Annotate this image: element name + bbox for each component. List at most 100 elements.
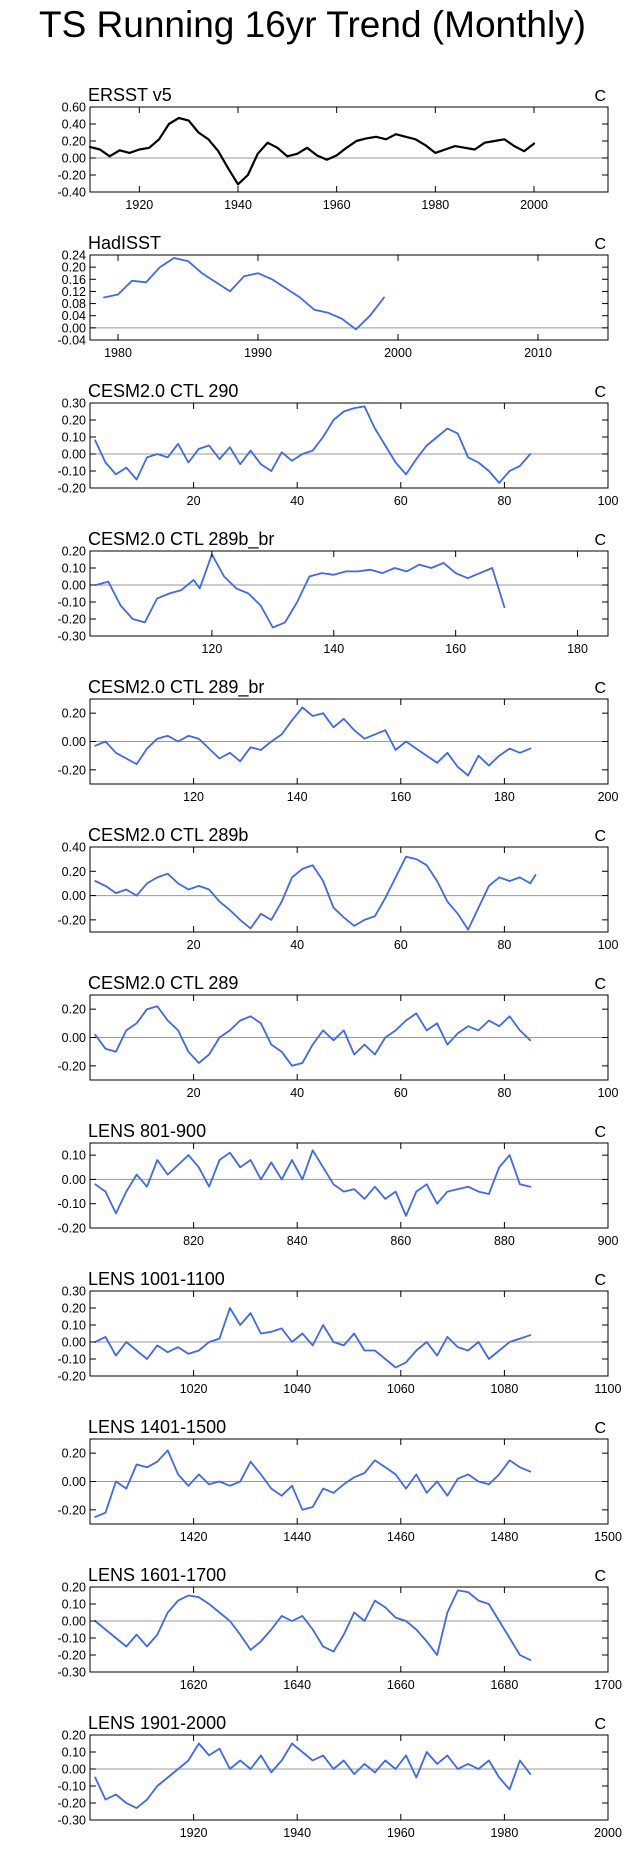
- unit-label: C: [594, 1124, 606, 1141]
- x-tick-label: 140: [287, 790, 308, 804]
- y-tick-label: 0.20: [62, 1447, 86, 1461]
- x-tick-label: 1920: [180, 1826, 208, 1840]
- data-series-line: [94, 1589, 532, 1661]
- x-tick-label: 1680: [490, 1678, 518, 1692]
- x-tick-label: 180: [567, 642, 588, 656]
- panel-title: CESM2.0 CTL 289b_br: [88, 529, 274, 550]
- unit-label: C: [594, 680, 606, 697]
- x-tick-label: 120: [201, 642, 222, 656]
- data-series-line: [94, 1449, 532, 1518]
- y-tick-label: -0.30: [58, 630, 87, 644]
- plot-frame: [89, 1734, 609, 1821]
- plot-frame: [89, 550, 609, 637]
- x-tick-label: 1080: [490, 1382, 518, 1396]
- x-tick-label: 840: [287, 1234, 308, 1248]
- x-tick-label: 2000: [594, 1826, 622, 1840]
- x-tick-label: 1660: [387, 1678, 415, 1692]
- page-title: TS Running 16yr Trend (Monthly): [38, 4, 586, 45]
- unit-label: C: [594, 1272, 606, 1289]
- y-tick-label: 0.00: [62, 1336, 86, 1350]
- x-tick-label: 140: [323, 642, 344, 656]
- x-tick-label: 60: [394, 494, 408, 508]
- chart-panel: LENS 1601-1700 C -0.30 -0.20 -0.10 0.00 0.10 0.…: [58, 1565, 622, 1692]
- panel-title: HadISST: [88, 233, 161, 253]
- x-tick-label: 60: [394, 938, 408, 952]
- panel-title: LENS 1601-1700: [88, 1565, 226, 1585]
- unit-label: C: [594, 532, 606, 549]
- x-tick-label: 80: [497, 1086, 511, 1100]
- y-tick-label: 0.16: [62, 273, 86, 287]
- y-tick-label: 0.00: [62, 1173, 86, 1187]
- x-tick-label: 2000: [384, 346, 412, 360]
- unit-label: C: [594, 88, 606, 105]
- y-tick-label: -0.04: [58, 334, 87, 348]
- x-tick-label: 1980: [104, 346, 132, 360]
- x-tick-label: 880: [494, 1234, 515, 1248]
- x-tick-label: 160: [445, 642, 466, 656]
- chart-panel: CESM2.0 CTL 289b_br C -0.30 -0.20 -0.10 0.00 0…: [58, 529, 609, 656]
- x-tick-label: 1060: [387, 1382, 415, 1396]
- y-tick-label: -0.20: [58, 482, 87, 496]
- panel-title: LENS 1401-1500: [88, 1417, 226, 1437]
- y-tick-label: 0.10: [62, 1149, 86, 1163]
- chart-panel: CESM2.0 CTL 289 C -0.20 0.00 0.20 20 40 60 80 100: [58, 973, 619, 1100]
- y-tick-label: -0.30: [58, 1814, 87, 1828]
- y-tick-label: -0.20: [58, 913, 87, 927]
- y-tick-label: 0.10: [62, 1319, 86, 1333]
- y-tick-label: 0.60: [62, 101, 86, 115]
- y-tick-label: 0.10: [62, 1598, 86, 1612]
- chart-panel: HadISST C -0.040.000.040.080.120.160.200.2…: [58, 233, 609, 360]
- data-series-line: [95, 553, 506, 629]
- x-tick-label: 860: [390, 1234, 411, 1248]
- y-tick-label: 0.12: [62, 285, 86, 299]
- chart-panel: ERSST v5 C -0.40 -0.20 0.00 0.20 0.40 0.60 1920 1…: [58, 85, 609, 212]
- y-tick-label: 0.30: [62, 397, 86, 411]
- x-tick-label: 100: [598, 938, 619, 952]
- plot-frame: [89, 1142, 609, 1229]
- y-tick-label: -0.20: [58, 613, 87, 627]
- chart-panel: LENS 1901-2000 C -0.30 -0.20 -0.10 0.00 0.10 0.…: [58, 1713, 622, 1840]
- data-series-line: [94, 855, 537, 931]
- y-tick-label: 0.00: [62, 1031, 86, 1045]
- x-tick-label: 160: [390, 790, 411, 804]
- y-tick-label: 0.00: [62, 1615, 86, 1629]
- x-tick-label: 1920: [125, 198, 153, 212]
- x-tick-label: 1100: [595, 1382, 622, 1396]
- y-tick-label: -0.10: [58, 1353, 87, 1367]
- y-tick-label: 0.20: [62, 865, 86, 879]
- chart-panel: CESM2.0 CTL 290 C -0.20 -0.10 0.00 0.10 0.20 0.…: [58, 381, 619, 508]
- unit-label: C: [594, 1568, 606, 1585]
- x-tick-label: 1700: [594, 1678, 622, 1692]
- x-tick-label: 1500: [594, 1530, 622, 1544]
- y-tick-label: 0.10: [62, 1746, 86, 1760]
- unit-label: C: [594, 384, 606, 401]
- unit-label: C: [594, 236, 606, 253]
- y-tick-label: 0.00: [62, 448, 86, 462]
- data-series-line: [88, 116, 536, 186]
- panel-title: LENS 1901-2000: [88, 1713, 226, 1733]
- y-tick-label: 0.40: [62, 118, 86, 132]
- y-tick-label: 0.08: [62, 297, 86, 311]
- x-tick-label: 1640: [283, 1678, 311, 1692]
- x-tick-label: 1040: [283, 1382, 311, 1396]
- y-tick-label: -0.20: [58, 1222, 87, 1236]
- y-tick-label: -0.20: [58, 1370, 87, 1384]
- unit-label: C: [594, 1420, 606, 1437]
- x-tick-label: 1620: [180, 1678, 208, 1692]
- unit-label: C: [594, 828, 606, 845]
- y-tick-label: 0.10: [62, 562, 86, 576]
- y-tick-label: 0.00: [62, 152, 86, 166]
- y-tick-label: 0.20: [62, 545, 86, 559]
- data-series-line: [94, 405, 532, 484]
- x-tick-label: 820: [183, 1234, 204, 1248]
- chart-panel: CESM2.0 CTL 289_br C -0.20 0.00 0.20 120 140 16…: [58, 677, 619, 804]
- x-tick-label: 1990: [244, 346, 272, 360]
- y-tick-label: 0.00: [62, 1475, 86, 1489]
- x-tick-label: 20: [187, 1086, 201, 1100]
- x-tick-label: 180: [494, 790, 515, 804]
- plot-frame: [89, 1290, 609, 1377]
- chart-panel: LENS 1001-1100 C -0.20 -0.10 0.00 0.10 0.20 0.3…: [58, 1269, 622, 1396]
- y-tick-label: 0.20: [62, 1581, 86, 1595]
- y-tick-label: -0.40: [58, 186, 87, 200]
